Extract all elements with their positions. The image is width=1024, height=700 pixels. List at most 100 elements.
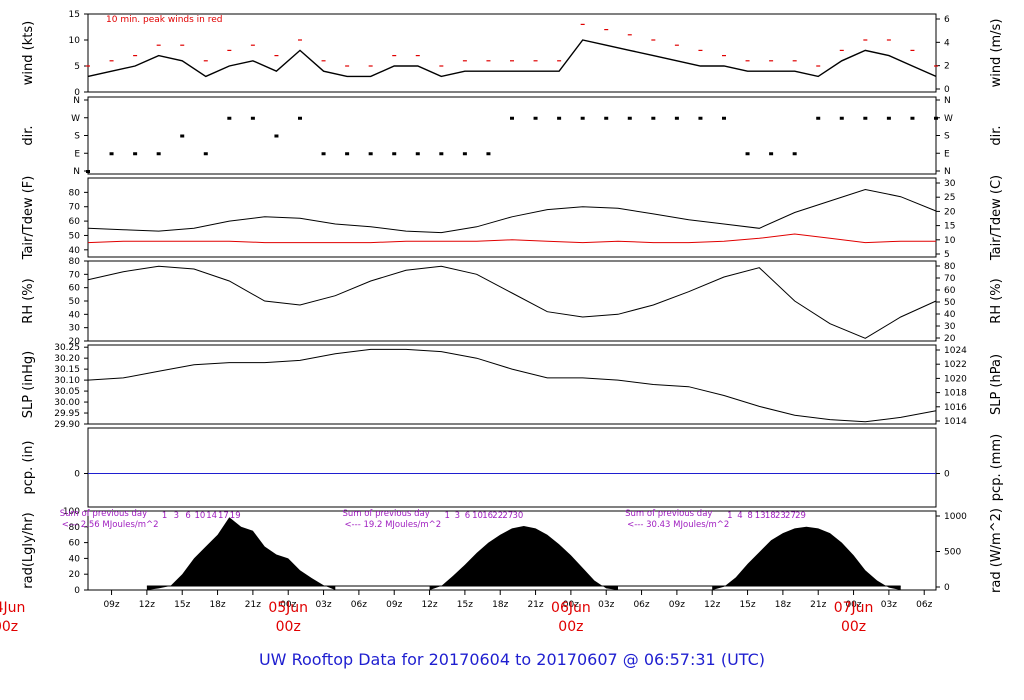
ytick-label-slp: 30.25: [54, 343, 80, 353]
ytick-label-slp: 30.00: [54, 398, 80, 408]
ytick-right-label-slp: 1024: [944, 346, 967, 356]
ytick-right-label-temp: 20: [944, 207, 956, 217]
ytick-right-label-wind: 4: [944, 38, 950, 48]
solar-note: Sum of previous day: [342, 509, 429, 519]
day-label-z: 00z: [0, 619, 18, 635]
daylight-marker: 3: [455, 511, 460, 521]
ytick-right-label-rad: 1000: [944, 512, 967, 522]
solar-note: <--- 19.2 MJoules/m^2: [344, 520, 441, 530]
dir-point: [722, 116, 726, 120]
ytick-label-temp: 80: [69, 188, 81, 198]
dir-point: [368, 152, 373, 156]
ytick-right-label-slp: 1018: [944, 389, 967, 399]
ytick-right-label-wind: 2: [944, 62, 950, 72]
dir-point: [227, 116, 232, 120]
daylight-marker: 23: [775, 511, 786, 521]
ytick-right-label-temp: 10: [944, 236, 956, 246]
dir-point: [886, 116, 891, 120]
dir-point: [580, 116, 585, 120]
dir-point: [274, 134, 279, 138]
ylabel-slp: SLP (inHg): [21, 351, 36, 419]
ytick-right-label-slp: 1020: [944, 374, 967, 384]
dir-point: [109, 152, 114, 156]
chart-title: UW Rooftop Data for 20170604 to 20170607…: [258, 650, 766, 669]
day-label-z: 00z: [841, 619, 866, 635]
panel-frame-temp: [87, 177, 937, 258]
series-tair: [87, 188, 937, 234]
solar-note: <--- 2.56 MJoules/m^2: [62, 520, 159, 530]
xtick-label: 12z: [139, 600, 155, 610]
daylight-marker: 1: [162, 511, 167, 521]
ytick-right-label-dir: E: [944, 149, 950, 159]
ytick-label-dir: E: [74, 149, 80, 159]
dir-point: [345, 152, 350, 156]
daylight-marker: 8: [747, 511, 752, 521]
ytick-right-label-rh: 70: [944, 274, 956, 284]
ytick-label-rh: 40: [69, 310, 81, 320]
ytick-label-temp: 50: [69, 231, 81, 241]
daylight-marker: 30: [512, 511, 523, 521]
ytick-right-label-rh: 30: [944, 322, 956, 332]
dir-point: [839, 116, 844, 120]
panel-frame-pcp: [87, 427, 937, 508]
ylabel-temp: Tair/Tdew (F): [21, 176, 36, 261]
xtick-label: 09z: [669, 600, 685, 610]
daylight-marker: 29: [795, 511, 806, 521]
ytick-label-dir: N: [73, 96, 80, 106]
daylight-marker: 22: [492, 511, 503, 521]
xtick-label: 06z: [351, 600, 367, 610]
ylabel-rh: RH (%): [21, 278, 36, 323]
dir-point: [298, 116, 302, 120]
ylabel-right-wind: wind (m/s): [989, 19, 1004, 88]
ylabel-right-slp: SLP (hPa): [989, 354, 1004, 415]
ytick-label-temp: 40: [69, 246, 81, 256]
ytick-right-label-wind: 0: [944, 85, 950, 95]
ylabel-right-temp: Tair/Tdew (C): [989, 175, 1004, 261]
day-label-date: 07Jun: [834, 600, 874, 616]
dir-point: [133, 152, 138, 156]
ytick-right-label-slp: 1022: [944, 360, 967, 370]
ytick-right-label-slp: 1016: [944, 403, 967, 413]
ytick-right-label-rh: 40: [944, 310, 956, 320]
panel-frame-rad: [87, 510, 937, 591]
dir-point: [86, 170, 90, 173]
ytick-right-label-temp: 30: [944, 179, 956, 189]
dir-point: [674, 116, 679, 120]
daylight-marker: 10: [472, 511, 483, 521]
radiation-area: [146, 517, 336, 590]
series-rh: [87, 265, 937, 339]
ytick-label-wind: 0: [74, 88, 80, 98]
daylight-marker: 1: [727, 511, 732, 521]
daylight-marker: 27: [785, 511, 796, 521]
dir-point: [439, 152, 444, 156]
wind-annotation: 10 min. peak winds in red: [106, 15, 223, 25]
daylight-marker: 16: [482, 511, 493, 521]
dir-point: [510, 116, 514, 120]
ytick-right-label-rad: 500: [944, 548, 961, 558]
ytick-label-temp: 60: [69, 217, 81, 227]
ytick-right-label-rh: 20: [944, 334, 956, 344]
daylight-marker: 27: [502, 511, 513, 521]
xtick-label: 09z: [103, 600, 119, 610]
day-label-z: 00z: [276, 619, 301, 635]
ylabel-pcp: pcp. (in): [21, 441, 36, 495]
dir-point: [321, 152, 326, 156]
xtick-label: 03z: [598, 600, 614, 610]
xtick-label: 00z: [845, 600, 861, 610]
dir-point: [392, 152, 397, 156]
ytick-label-rad: 60: [69, 539, 81, 549]
ytick-label-rad: 0: [74, 586, 80, 596]
daylight-marker: 6: [465, 511, 470, 521]
xtick-label: 18z: [492, 600, 508, 610]
xtick-label: 03z: [881, 600, 897, 610]
ytick-label-rh: 50: [69, 297, 81, 307]
solar-note: Sum of previous day: [625, 509, 712, 519]
ytick-right-label-temp: 15: [944, 222, 955, 232]
dir-point: [910, 116, 915, 120]
daylight-marker: 1: [445, 511, 450, 521]
dir-point: [533, 116, 538, 120]
dir-point: [557, 116, 562, 120]
xtick-label: 21z: [245, 600, 261, 610]
dir-point: [792, 152, 797, 156]
